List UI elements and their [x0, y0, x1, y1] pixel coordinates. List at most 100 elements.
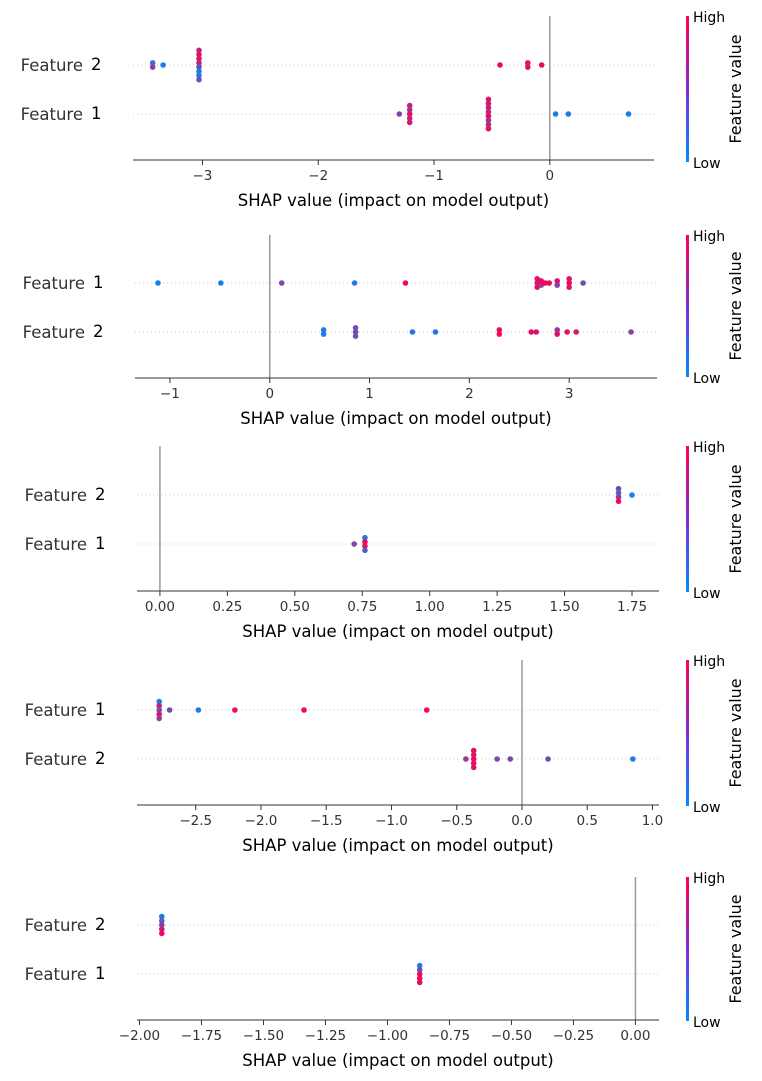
shap-point — [470, 747, 477, 754]
feature-index: 1 — [91, 104, 102, 123]
x-tick-label: −0.50 — [491, 1028, 532, 1044]
x-tick-label: 0.00 — [145, 599, 175, 615]
colorbar-high-label: High — [693, 654, 725, 670]
x-tick-label: 0.00 — [620, 1028, 650, 1044]
shap-point — [396, 111, 403, 117]
feature-index: 2 — [95, 485, 106, 504]
shap-point — [278, 280, 285, 286]
x-tick-label: −1 — [160, 386, 180, 402]
colorbar-title: Feature value — [726, 34, 745, 143]
x-tick-label: −3 — [193, 168, 213, 184]
shap-point — [158, 926, 165, 932]
colorbar — [686, 660, 689, 806]
shap-point — [542, 280, 549, 286]
chart-svg: −3 −2 −1 0 SHAP value (impact on model outpu… — [21, 10, 745, 210]
x-tick-label: 0.75 — [347, 599, 377, 615]
shap-point — [352, 333, 359, 339]
x-tick-label: 0 — [265, 386, 274, 402]
shap-point — [485, 117, 492, 124]
shap-point — [406, 107, 413, 113]
chart-svg: −1 0 1 2 3 SHAP value (impact on model output… — [23, 229, 745, 428]
shap-summary-plot-3: 0.00 0.25 0.50 0.75 1.00 1.25 1.50 1.75 SHAP val… — [0, 430, 762, 644]
shap-summary-plot-2: −1 0 1 2 3 SHAP value (impact on model output… — [0, 215, 762, 430]
shap-point — [507, 756, 514, 762]
shap-point — [362, 534, 368, 541]
shap-point — [533, 329, 540, 335]
feature-index: 1 — [95, 534, 106, 553]
shap-point — [432, 329, 439, 335]
colorbar-high-label: High — [693, 871, 725, 887]
shap-point — [156, 715, 162, 722]
shap-point — [156, 707, 162, 713]
colorbar — [686, 16, 689, 162]
x-tick-label: 1 — [365, 386, 374, 402]
shap-point — [416, 979, 423, 986]
colorbar-title: Feature value — [726, 894, 745, 1003]
shap-point — [232, 707, 238, 713]
x-axis-label: SHAP value (impact on model output) — [242, 836, 553, 855]
x-tick-label: 0.50 — [280, 599, 310, 615]
shap-summary-plot-1: −3 −2 −1 0 SHAP value (impact on model outpu… — [0, 0, 762, 215]
shap-point — [566, 280, 572, 286]
shap-point — [485, 113, 492, 119]
shap-point — [406, 119, 413, 126]
x-tick-label: 1.25 — [482, 599, 512, 615]
shap-point — [470, 760, 477, 766]
shap-point — [497, 62, 503, 68]
x-tick-label: −0.5 — [440, 813, 473, 829]
feature-label: Feature — [25, 750, 87, 769]
x-tick-label: −1.5 — [310, 813, 343, 829]
shap-point — [406, 102, 413, 109]
shap-point — [196, 64, 202, 70]
shap-point — [352, 325, 359, 331]
shap-point — [629, 492, 635, 498]
feature-index: 2 — [93, 322, 104, 341]
shap-summary-plot-4: −2.5 −2.0 −1.5 −1.0 −0.5 0.0 0.5 1.0 SHAP value … — [0, 644, 762, 859]
feature-label: Feature — [23, 274, 85, 293]
feature-index: 2 — [95, 749, 106, 768]
x-tick-label: −1.50 — [243, 1028, 284, 1044]
shap-point — [196, 72, 202, 79]
x-tick-label: 0 — [546, 168, 555, 184]
x-tick-label: −2 — [308, 168, 328, 184]
shap-point — [485, 121, 492, 128]
shap-point — [528, 329, 535, 335]
feature-index: 1 — [95, 964, 106, 983]
x-tick-label: −1.25 — [305, 1028, 346, 1044]
chart-svg: −2.5 −2.0 −1.5 −1.0 −0.5 0.0 0.5 1.0 SHAP value … — [25, 654, 745, 855]
shap-summary-plot-5: −2.00 −1.75 −1.50 −1.25 −1.00 −0.75 −0.50 −0.25… — [0, 859, 762, 1081]
x-axis-label: SHAP value (impact on model output) — [238, 191, 549, 210]
shap-point — [362, 543, 368, 549]
shap-point — [628, 329, 634, 335]
colorbar-low-label: Low — [693, 586, 721, 602]
shap-point — [196, 60, 202, 66]
shap-point — [402, 280, 409, 286]
shap-point — [573, 329, 579, 335]
x-axis-label: SHAP value (impact on model output) — [242, 1051, 553, 1070]
shap-point — [196, 55, 202, 62]
shap-point — [494, 756, 500, 762]
feature-index: 1 — [93, 273, 104, 292]
x-tick-label: 1.75 — [617, 599, 647, 615]
shap-point — [630, 756, 636, 762]
colorbar — [686, 877, 689, 1021]
shap-point — [160, 62, 166, 68]
feature-label: Feature — [23, 323, 85, 342]
x-tick-label: −2.0 — [245, 813, 278, 829]
chart-svg: 0.00 0.25 0.50 0.75 1.00 1.25 1.50 1.75 SHAP val… — [25, 440, 745, 641]
shap-point — [158, 930, 165, 937]
shap-point — [580, 280, 586, 286]
x-tick-label: 1.0 — [642, 813, 663, 829]
x-tick-label: 0.5 — [576, 813, 597, 829]
shap-point — [196, 68, 202, 75]
x-axis-label: SHAP value (impact on model output) — [242, 622, 553, 641]
feature-label: Feature — [25, 486, 87, 505]
x-tick-label: −0.25 — [553, 1028, 594, 1044]
shap-point — [485, 104, 492, 111]
shap-point — [565, 111, 572, 117]
colorbar-high-label: High — [693, 10, 725, 26]
shap-point — [362, 539, 368, 545]
shap-point — [485, 100, 492, 107]
x-tick-label: −2.5 — [179, 813, 212, 829]
shap-point — [155, 280, 161, 286]
